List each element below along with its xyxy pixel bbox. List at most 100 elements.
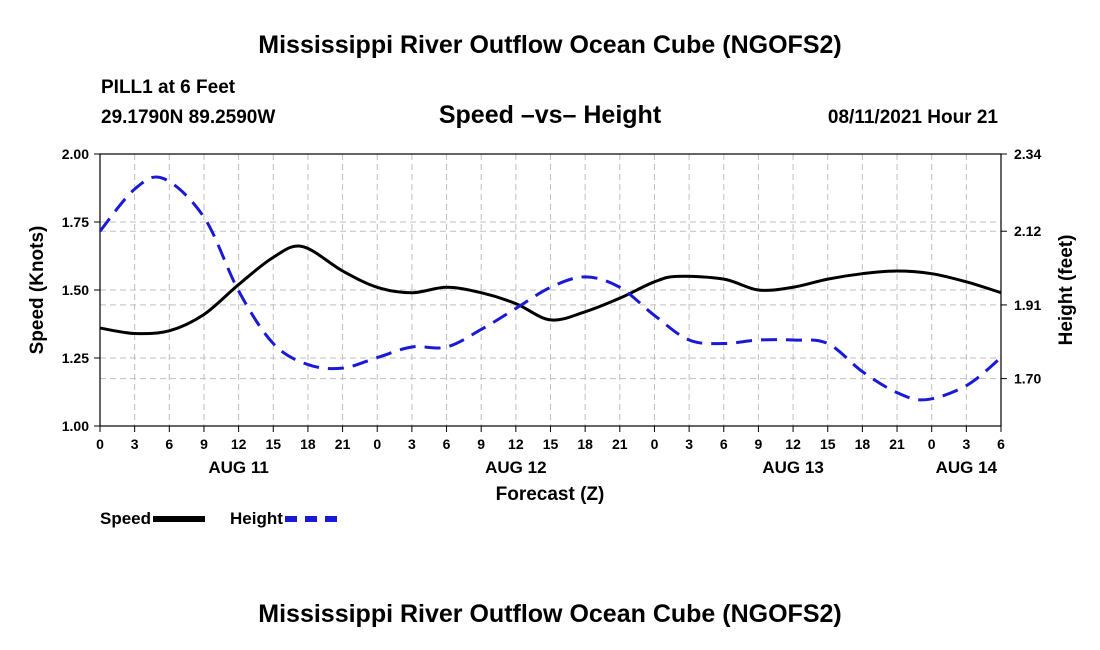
data-point-speed	[203, 313, 206, 316]
data-point-height	[584, 275, 587, 278]
legend-speed-swatch	[153, 516, 206, 522]
data-point-height	[792, 339, 795, 342]
x-tick-label: 12	[785, 436, 801, 452]
data-point-speed	[792, 286, 795, 289]
data-point-height	[307, 363, 310, 366]
data-point-height	[826, 342, 829, 345]
data-point-height	[618, 286, 621, 289]
data-point-speed	[168, 329, 171, 332]
data-point-height	[514, 307, 517, 310]
x-tick-label: 3	[131, 436, 139, 452]
series-layer	[98, 175, 1003, 402]
data-point-speed	[410, 291, 413, 294]
x-tick-label: 3	[408, 436, 416, 452]
data-point-height	[272, 342, 275, 345]
y-tick-label-right: 1.91	[1014, 297, 1041, 313]
x-tick-label: 21	[612, 436, 628, 452]
y-tick-label-left: 1.00	[62, 418, 89, 434]
grid	[100, 154, 1001, 426]
x-tick-label: 0	[928, 436, 936, 452]
x-axis-label: Forecast (Z)	[496, 484, 605, 505]
x-tick-label: 0	[373, 436, 381, 452]
data-point-height	[896, 391, 899, 394]
station-label: PILL1 at 6 Feet	[101, 77, 236, 98]
data-point-height	[99, 230, 102, 233]
data-point-speed	[237, 283, 240, 286]
data-point-speed	[480, 291, 483, 294]
data-point-height	[861, 370, 864, 373]
data-point-speed	[676, 275, 679, 278]
x-tick-label: 15	[543, 436, 559, 452]
x-tick-label: 6	[443, 436, 451, 452]
data-point-height	[237, 289, 240, 292]
x-date-label: AUG 13	[762, 458, 823, 477]
data-point-speed	[133, 332, 136, 335]
data-point-speed	[757, 289, 760, 292]
data-point-height	[549, 286, 552, 289]
x-tick-label: 15	[820, 436, 836, 452]
data-point-height	[722, 342, 725, 345]
legend-height-label: Height	[230, 509, 283, 528]
x-tick-label: 21	[335, 436, 351, 452]
x-tick-label: 0	[651, 436, 659, 452]
y-tick-label-left: 2.00	[62, 146, 89, 162]
x-tick-label: 21	[889, 436, 905, 452]
data-point-speed	[826, 278, 829, 281]
data-point-speed	[341, 270, 344, 273]
data-point-speed	[584, 310, 587, 313]
x-tick-label: 12	[231, 436, 247, 452]
data-point-speed	[896, 270, 899, 273]
data-point-height	[162, 177, 165, 180]
data-point-speed	[965, 280, 968, 283]
y-tick-label-right: 2.34	[1014, 146, 1041, 162]
data-point-height	[445, 346, 448, 349]
data-point-speed	[301, 245, 304, 248]
x-tick-label: 18	[855, 436, 871, 452]
data-point-speed	[861, 272, 864, 275]
data-point-height	[653, 314, 656, 317]
x-tick-label: 3	[685, 436, 693, 452]
x-tick-label: 18	[577, 436, 593, 452]
x-tick-label: 3	[962, 436, 970, 452]
x-date-label: AUG 11	[208, 458, 268, 477]
data-point-speed	[722, 278, 725, 281]
axes: 0 3 6 9 12 15 18 21 0 3 6 9 12 15 18 21 0 3 6 9 12 15 18 21 0 3 6 A…	[62, 146, 1042, 477]
data-point-height	[133, 188, 136, 191]
data-point-speed	[618, 297, 621, 300]
y-tick-label-right: 2.12	[1014, 223, 1041, 239]
station-coordinates: 29.1790N 89.2590W	[101, 107, 276, 128]
x-tick-label: 0	[96, 436, 104, 452]
x-tick-label: 12	[508, 436, 524, 452]
series-line-height	[98, 175, 1002, 402]
x-tick-label: 6	[720, 436, 728, 452]
y-axis-right-label: Height (feet)	[1056, 235, 1077, 346]
data-point-speed	[549, 319, 552, 322]
data-point-speed	[930, 272, 933, 275]
data-point-height	[965, 384, 968, 387]
y-tick-label-left: 1.25	[62, 350, 89, 366]
data-point-speed	[445, 286, 448, 289]
x-tick-label: 6	[165, 436, 173, 452]
x-tick-label: 15	[265, 436, 281, 452]
data-point-speed	[376, 286, 379, 289]
x-tick-label: 18	[300, 436, 316, 452]
y-axis-left-label: Speed (Knots)	[27, 226, 48, 355]
series-line-speed	[99, 244, 1002, 336]
data-point-speed	[653, 280, 656, 283]
data-point-height	[925, 398, 928, 401]
data-point-height	[410, 346, 413, 349]
data-point-height	[480, 328, 483, 331]
x-tick-label: 6	[997, 436, 1005, 452]
chart-subtitle: Speed –vs– Height	[438, 101, 662, 129]
legend-speed-label: Speed	[100, 509, 152, 528]
y-tick-label-left: 1.50	[62, 282, 89, 298]
footer-title: Mississippi River Outflow Ocean Cube (NG…	[258, 600, 842, 628]
data-point-height	[757, 339, 760, 342]
x-date-label: AUG 12	[485, 458, 546, 477]
forecast-datetime: 08/11/2021 Hour 21	[827, 107, 998, 128]
data-point-height	[1000, 356, 1003, 359]
legend-item-speed: Speed	[100, 509, 206, 529]
data-point-speed	[514, 302, 517, 305]
y-tick-label-right: 1.70	[1014, 371, 1041, 387]
